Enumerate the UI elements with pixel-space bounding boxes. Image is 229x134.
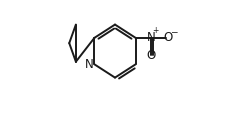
Text: O: O <box>146 49 155 62</box>
Text: O: O <box>163 31 172 44</box>
Text: N: N <box>85 58 93 71</box>
Text: +: + <box>152 26 158 35</box>
Text: N: N <box>146 31 155 44</box>
Text: −: − <box>169 27 177 36</box>
